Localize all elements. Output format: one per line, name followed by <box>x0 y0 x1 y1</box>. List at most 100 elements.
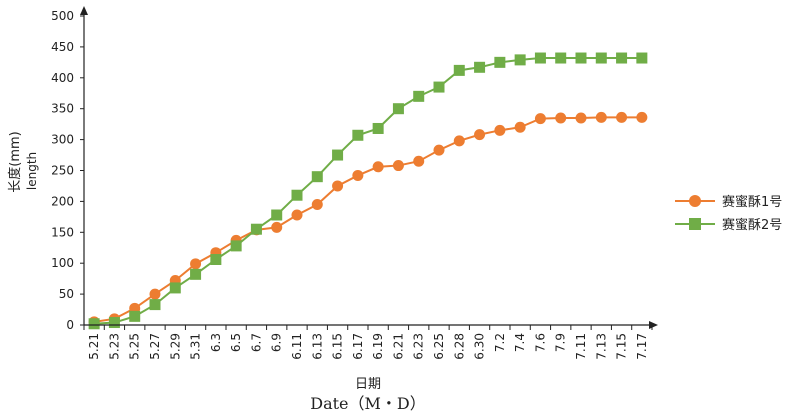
series-2 <box>88 52 648 330</box>
data-point <box>392 160 404 172</box>
y-tick-label: 150 <box>51 225 74 239</box>
data-point <box>413 155 425 167</box>
data-point <box>494 56 506 68</box>
data-point <box>453 64 465 76</box>
data-point <box>555 112 567 124</box>
x-tick-label: 6.19 <box>371 333 385 360</box>
x-tick-label: 7.13 <box>594 333 608 360</box>
y-axis-arrow <box>80 6 88 15</box>
data-point <box>372 161 384 173</box>
x-tick-label: 7.4 <box>513 333 527 352</box>
data-point <box>575 52 587 64</box>
data-point <box>453 135 465 147</box>
data-point <box>291 189 303 201</box>
x-tick-label: 7.15 <box>615 333 629 360</box>
x-tick-label: 7.2 <box>493 333 507 352</box>
legend-item-2: 赛蜜酥2号 <box>675 217 782 233</box>
data-point <box>474 61 486 73</box>
data-point <box>169 282 181 294</box>
x-tick-label: 7.11 <box>574 333 588 360</box>
x-tick-label: 5.27 <box>148 333 162 360</box>
legend-marker <box>689 195 701 207</box>
y-axis-label-cn: 长度(mm) <box>7 131 23 192</box>
x-tick-label: 6.7 <box>249 333 263 352</box>
y-tick-label: 450 <box>51 40 74 54</box>
y-axis-ticks: 0 50 100 150 200 250 300 350 400 450 500 <box>51 9 84 332</box>
x-tick-label: 6.9 <box>270 333 284 352</box>
data-point <box>616 111 628 123</box>
x-tick-label: 6.30 <box>473 333 487 360</box>
data-point <box>636 111 648 123</box>
data-point <box>332 180 344 192</box>
data-point <box>129 310 141 322</box>
x-axis-ticks: 5.21 5.23 5.25 5.27 5.29 5.31 6.3 6.5 6.7 6.9 6.11… <box>83 325 653 360</box>
data-point <box>616 52 628 64</box>
data-point <box>108 317 120 329</box>
data-point <box>250 223 262 235</box>
x-axis-arrow <box>649 321 658 329</box>
series-layer <box>88 52 648 330</box>
data-point <box>271 209 283 221</box>
data-point <box>636 52 648 64</box>
x-tick-label: 6.28 <box>452 333 466 360</box>
x-tick-label: 6.13 <box>310 333 324 360</box>
data-point <box>149 288 161 300</box>
x-tick-label: 6.3 <box>209 333 223 352</box>
y-tick-label: 250 <box>51 164 74 178</box>
data-point <box>352 169 364 181</box>
x-tick-label: 5.31 <box>189 333 203 360</box>
series-1 <box>88 111 648 328</box>
x-axis-label-en: Date（M・D） <box>310 394 425 413</box>
data-point <box>190 268 202 280</box>
x-tick-label: 5.21 <box>87 333 101 360</box>
legend-marker <box>689 218 701 230</box>
data-point <box>332 149 344 161</box>
y-tick-label: 350 <box>51 102 74 116</box>
data-point <box>230 240 242 252</box>
data-point <box>575 112 587 124</box>
data-point <box>534 52 546 64</box>
x-tick-label: 5.25 <box>128 333 142 360</box>
axes <box>80 6 658 329</box>
series-line <box>93 116 642 323</box>
data-point <box>291 209 303 221</box>
data-point <box>595 111 607 123</box>
data-point <box>311 198 323 210</box>
y-tick-label: 200 <box>51 194 74 208</box>
x-tick-label: 6.17 <box>351 333 365 360</box>
data-point <box>271 221 283 233</box>
x-tick-label: 7.17 <box>635 333 649 360</box>
y-tick-label: 50 <box>59 287 74 301</box>
data-point <box>88 318 100 330</box>
x-tick-label: 7.9 <box>554 333 568 352</box>
data-point <box>494 124 506 136</box>
x-tick-label: 7.6 <box>533 333 547 352</box>
data-point <box>433 144 445 156</box>
legend-label: 赛蜜酥1号 <box>722 194 782 210</box>
y-tick-label: 500 <box>51 9 74 23</box>
data-point <box>514 54 526 66</box>
x-tick-label: 5.23 <box>107 333 121 360</box>
data-point <box>352 129 364 141</box>
data-point <box>210 253 222 265</box>
data-point <box>149 299 161 311</box>
data-point <box>413 90 425 102</box>
x-tick-label: 6.21 <box>391 333 405 360</box>
x-tick-label: 6.15 <box>331 333 345 360</box>
data-point <box>392 103 404 115</box>
data-point <box>372 122 384 134</box>
x-axis-label-cn: 日期 <box>355 377 381 392</box>
y-tick-label: 0 <box>66 318 74 332</box>
data-point <box>311 171 323 183</box>
data-point <box>534 113 546 125</box>
legend-label: 赛蜜酥2号 <box>722 217 782 233</box>
data-point <box>555 52 567 64</box>
data-point <box>595 52 607 64</box>
x-tick-label: 6.23 <box>412 333 426 360</box>
x-tick-label: 6.25 <box>432 333 446 360</box>
x-tick-label: 6.11 <box>290 333 304 360</box>
y-tick-label: 300 <box>51 133 74 147</box>
data-point <box>433 81 445 93</box>
legend-item-1: 赛蜜酥1号 <box>675 194 782 210</box>
